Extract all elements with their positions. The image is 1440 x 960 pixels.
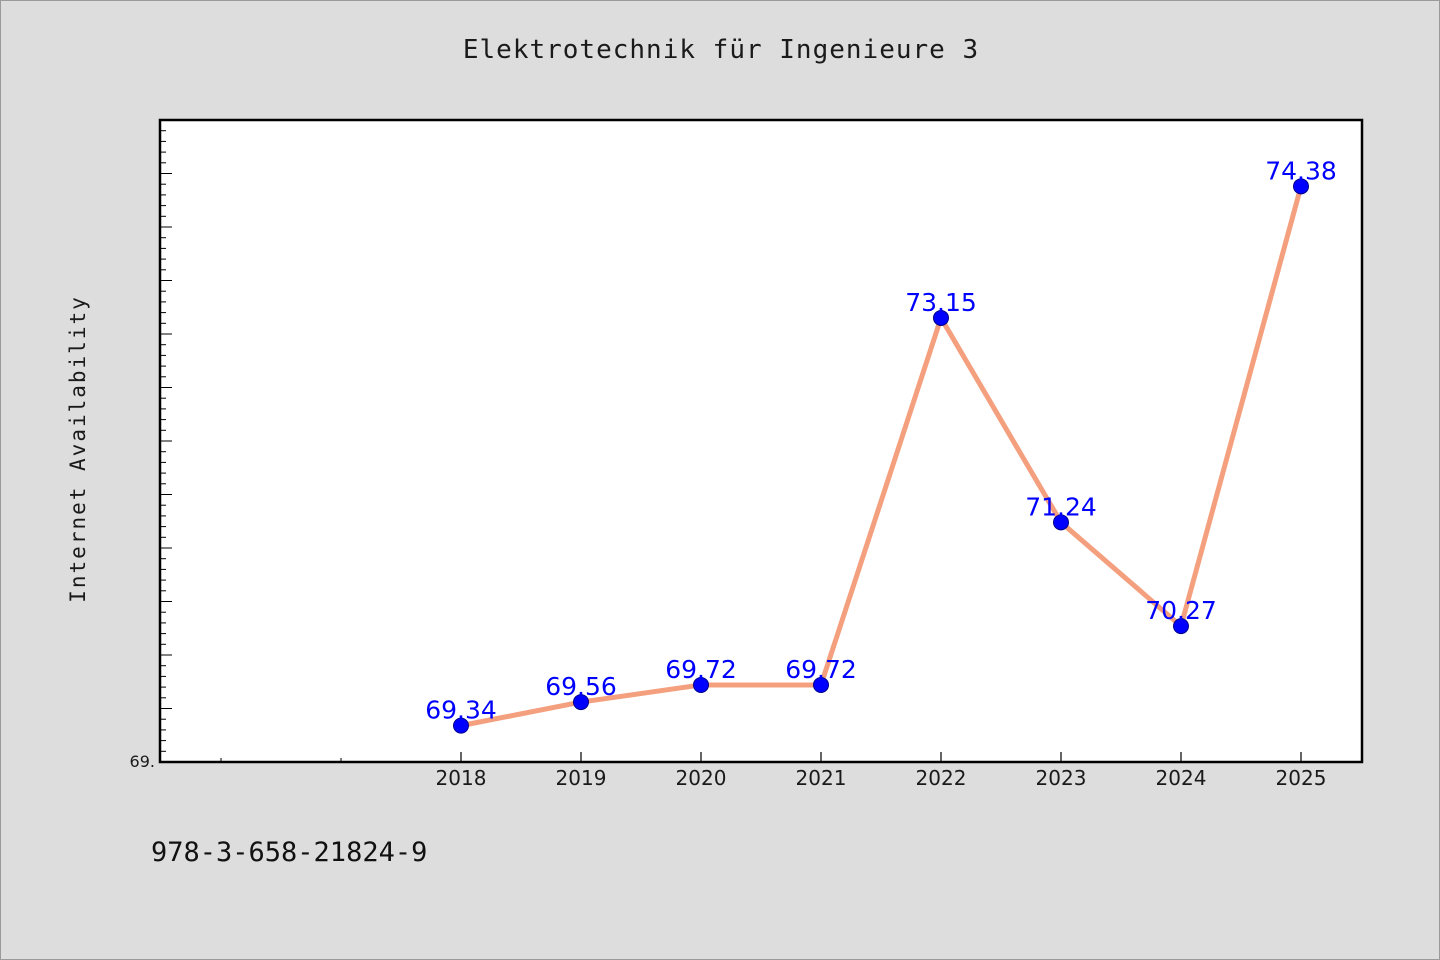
x-tick-label-2020: 2020 [676,766,727,790]
y-tick-label-min: 69. [130,752,155,771]
data-label-2023: 71.24 [1025,492,1097,521]
data-label-2019: 69.56 [545,672,617,701]
data-point-2025 [1293,178,1309,195]
data-point-2021 [813,676,829,693]
y-axis-ticks [160,130,172,752]
x-tick-label-2019: 2019 [556,766,607,790]
data-label-2020: 69.72 [665,655,737,684]
x-tick-label-2024: 2024 [1156,766,1207,790]
data-point-2022 [933,309,949,326]
data-label-2021: 69.72 [785,655,857,684]
x-tick-label-2021: 2021 [796,766,847,790]
data-label-2018: 69.34 [425,696,497,725]
x-tick-label-2022: 2022 [916,766,967,790]
data-point-2020 [693,676,709,693]
x-axis-ticks: 2018 2019 2020 2021 2022 2023 2024 2025 [220,752,1327,790]
data-point-2018 [453,717,469,734]
footer-isbn-text: 978-3-658-21824-9 [151,837,428,868]
x-tick-label-2023: 2023 [1036,766,1087,790]
series-layer: 69.34 69.56 69.72 69.72 73.15 71.24 70.27 74.38 [425,156,1337,734]
chart-title: Elektrotechnik für Ingenieure 3 [462,35,980,65]
x-tick-label-2018: 2018 [436,766,487,790]
data-label-2022: 73.15 [905,288,977,317]
data-point-2019 [573,694,589,711]
x-tick-label-2025: 2025 [1276,766,1327,790]
plot-area [158,118,1364,764]
data-point-2023 [1053,514,1069,531]
series-line [458,183,1304,729]
data-label-2024: 70.27 [1145,596,1217,625]
data-point-2024 [1173,618,1189,635]
data-label-2025: 74.38 [1265,156,1337,185]
